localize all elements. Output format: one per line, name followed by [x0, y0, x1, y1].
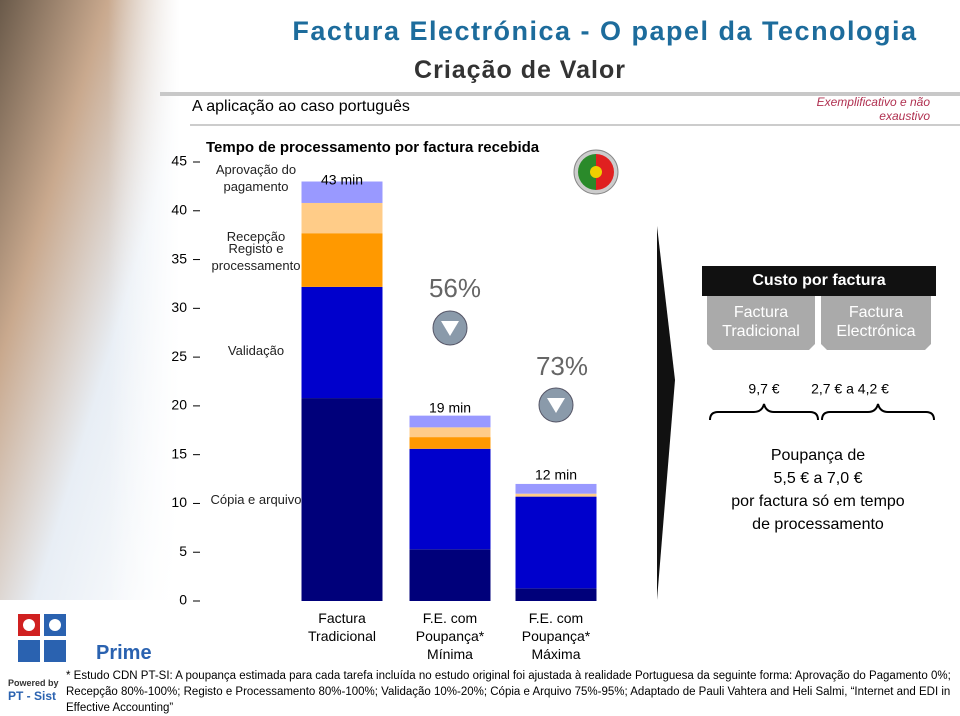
savings-label: 56%	[429, 273, 481, 303]
cost-title: Custo por factura	[752, 272, 885, 289]
bar-segment	[515, 588, 597, 601]
cost-value: 2,7 € a 4,2 €	[811, 381, 889, 397]
y-tick-label: 0	[179, 592, 187, 608]
y-tick-label: 40	[171, 201, 187, 217]
bar-segment	[409, 415, 491, 428]
savings-text: por factura só em tempo	[731, 493, 905, 510]
tab-electronic	[821, 296, 931, 350]
category-label: Factura Tradicional	[308, 610, 376, 644]
bar-segment	[515, 493, 597, 497]
flag-emblem	[590, 166, 602, 178]
total-label: 19 min	[429, 400, 471, 416]
series-label: Recepção	[226, 228, 286, 244]
brace	[709, 403, 819, 421]
y-tick-label: 30	[171, 299, 187, 315]
y-tick-label: 25	[171, 348, 187, 364]
series-label: Registo e processamento	[211, 241, 301, 274]
category-label: F.E. com Poupança* Mínima	[415, 610, 485, 662]
bar-segment	[515, 483, 597, 494]
series-label: Cópia e arquivo	[210, 492, 302, 508]
title: Factura Electrónica - O papel da Tecnolo…	[292, 16, 918, 46]
down-arrow	[547, 398, 565, 413]
divider-arrow	[657, 226, 675, 600]
cost-column: Factura Tradicional	[722, 304, 800, 340]
savings-text: Poupança de	[771, 447, 865, 464]
y-tick-label: 5	[179, 543, 187, 559]
flag-red	[596, 154, 614, 190]
savings-text: 5,5 € a 7,0 €	[774, 470, 863, 487]
header-rule	[160, 92, 960, 96]
note: Exemplificativo e não exaustivo	[816, 95, 930, 123]
savings-text: de processamento	[752, 516, 884, 533]
logo	[18, 614, 66, 662]
flag-green	[578, 154, 596, 190]
series-label: Aprovação do pagamento	[215, 162, 297, 195]
tab-traditional	[707, 296, 815, 350]
subtitle: Criação de Valor	[414, 56, 626, 84]
y-tick-label: 15	[171, 445, 187, 461]
chart-title: Tempo de processamento por factura receb…	[206, 139, 540, 156]
logo-product: Prime	[96, 642, 152, 664]
series-label: Validação	[227, 342, 285, 358]
section: A aplicação ao caso português	[192, 98, 410, 115]
total-label: 43 min	[321, 172, 363, 188]
y-tick-label: 35	[171, 250, 187, 266]
brace	[821, 403, 935, 421]
total-label: 12 min	[535, 467, 577, 483]
bar-segment	[301, 202, 383, 234]
bar-segment	[409, 549, 491, 601]
cost-column: Factura Electrónica	[836, 304, 916, 340]
bar-segment	[409, 448, 491, 550]
bar-segment	[301, 398, 383, 601]
bar-segment	[301, 181, 383, 203]
y-tick-label: 10	[171, 494, 187, 510]
bar-segment	[301, 286, 383, 399]
category-label: F.E. com Poupança* Máxima	[521, 610, 591, 662]
y-tick-label: 45	[171, 153, 187, 169]
down-arrow	[441, 321, 459, 336]
bar-segment	[409, 437, 491, 449]
cost-header	[702, 266, 936, 296]
bar-segment	[409, 427, 491, 438]
footnote: * Estudo CDN PT-SI: A poupança estimada …	[66, 670, 951, 714]
bar-segment	[301, 233, 383, 287]
logo-powered: Powered by	[8, 678, 59, 688]
y-tick-label: 20	[171, 397, 187, 413]
logo-brand: PT - Sist	[8, 689, 57, 703]
bar-segment	[515, 496, 597, 589]
cost-value: 9,7 €	[748, 381, 779, 397]
savings-label: 73%	[536, 351, 588, 381]
photo-fade	[0, 0, 180, 600]
